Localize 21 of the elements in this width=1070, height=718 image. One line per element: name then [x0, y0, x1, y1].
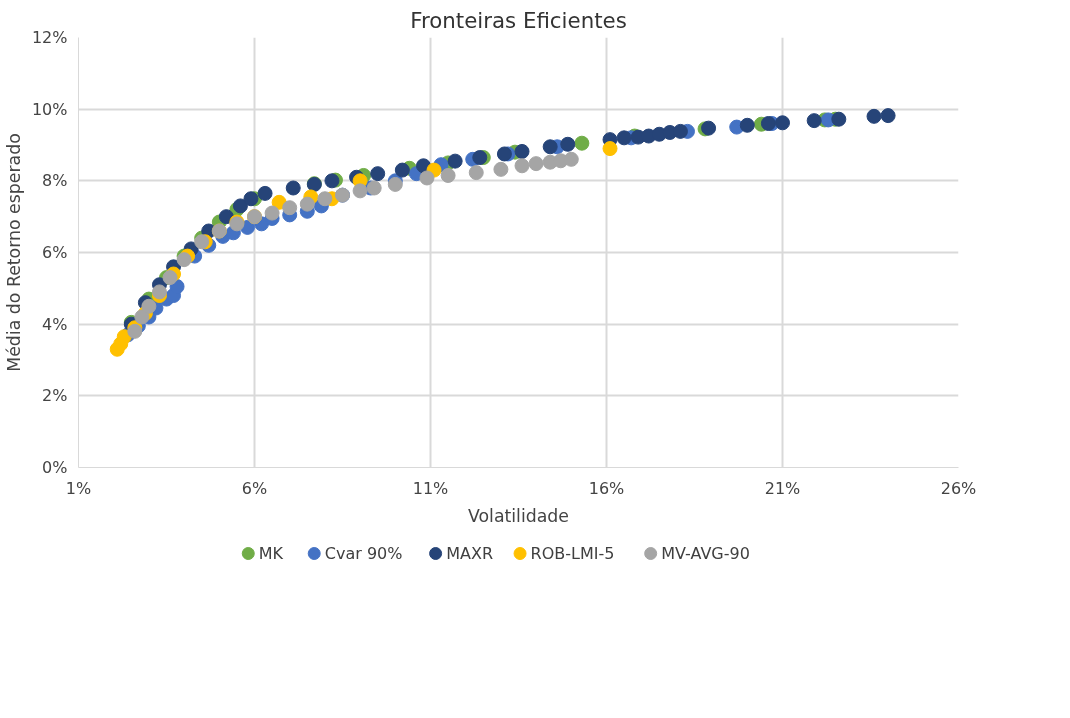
x-tick-label: 11%	[412, 478, 449, 498]
y-tick-label: 0%	[42, 458, 68, 477]
legend-label: ROB-LMI-5	[530, 544, 615, 563]
y-tick-label: 12%	[31, 28, 68, 47]
y-tick-label: 8%	[42, 171, 68, 191]
x-tick-label: 1%	[65, 478, 92, 498]
y-axis-title: Média do Retorno esperado	[3, 133, 24, 372]
x-tick-label: 21%	[764, 478, 801, 498]
x-tick-label: 26%	[940, 478, 977, 498]
y-tick-label: 2%	[42, 386, 68, 406]
legend-label: MK	[258, 544, 284, 563]
legend-label: MAXR	[446, 544, 493, 563]
chart-title: Fronteiras Eficientes	[410, 7, 627, 33]
legend-label: MV-AVG-90	[661, 544, 750, 563]
legend-label: Cvar 90%	[324, 544, 403, 563]
y-tick-label: 10%	[31, 99, 68, 119]
x-axis-title: Volatilidade	[467, 505, 570, 526]
y-tick-label: 4%	[42, 314, 68, 334]
y-tick-label: 6%	[42, 243, 68, 262]
x-tick-label: 6%	[241, 478, 268, 498]
x-tick-label: 16%	[588, 478, 625, 498]
